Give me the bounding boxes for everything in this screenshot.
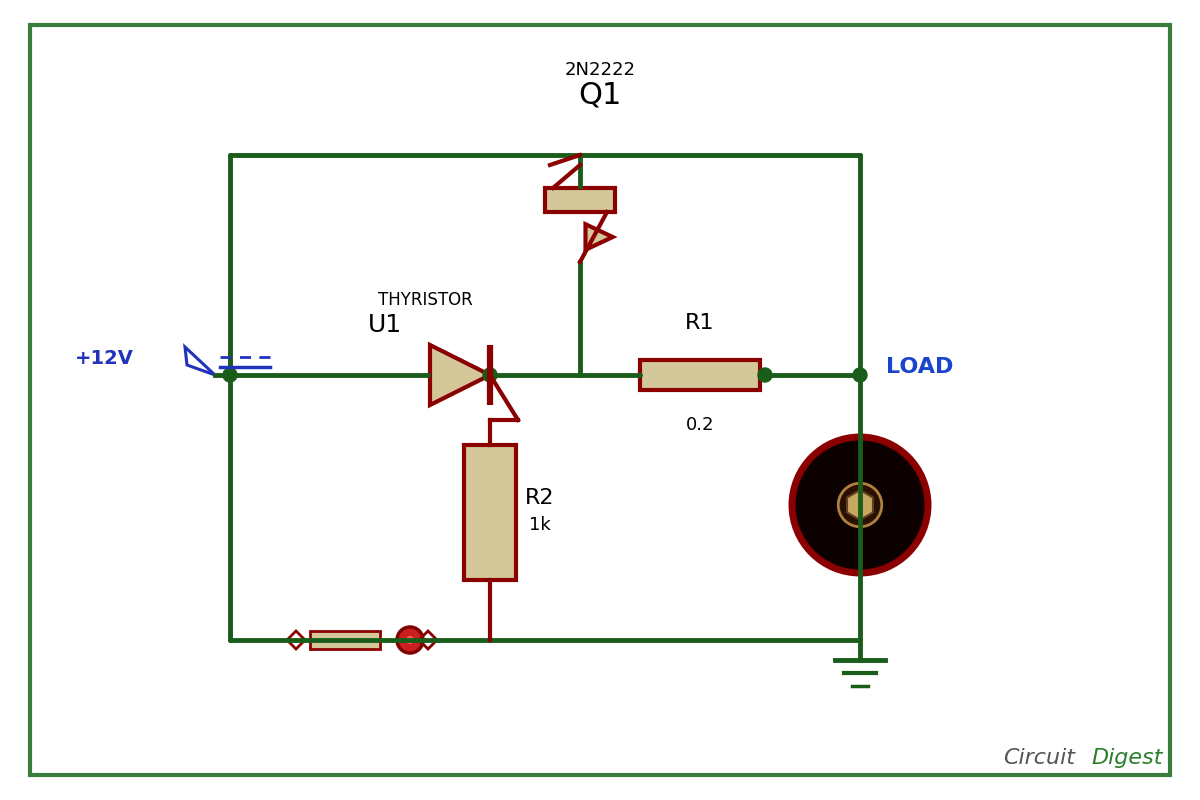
Text: Q1: Q1 — [578, 81, 622, 110]
Text: THYRISTOR: THYRISTOR — [378, 291, 473, 309]
Polygon shape — [586, 224, 613, 250]
Circle shape — [792, 437, 928, 573]
Text: 2N2222: 2N2222 — [564, 61, 636, 79]
Text: +12V: +12V — [74, 350, 134, 369]
Circle shape — [482, 368, 497, 382]
Circle shape — [853, 368, 866, 382]
Circle shape — [839, 483, 882, 526]
Text: R1: R1 — [685, 313, 715, 333]
Circle shape — [406, 636, 414, 644]
Text: LOAD: LOAD — [887, 357, 954, 377]
Circle shape — [758, 368, 772, 382]
Text: 1k: 1k — [529, 515, 551, 534]
Text: Digest: Digest — [1092, 748, 1163, 768]
Circle shape — [223, 368, 238, 382]
Circle shape — [397, 627, 424, 653]
Polygon shape — [847, 490, 872, 520]
Text: Circuit: Circuit — [1003, 748, 1075, 768]
Bar — [464, 445, 516, 580]
Text: 0.2: 0.2 — [685, 416, 714, 434]
Bar — [545, 188, 616, 212]
Text: U1: U1 — [368, 313, 402, 337]
Polygon shape — [430, 345, 490, 405]
Bar — [310, 631, 380, 649]
Text: R2: R2 — [526, 487, 554, 507]
Bar — [640, 360, 760, 390]
